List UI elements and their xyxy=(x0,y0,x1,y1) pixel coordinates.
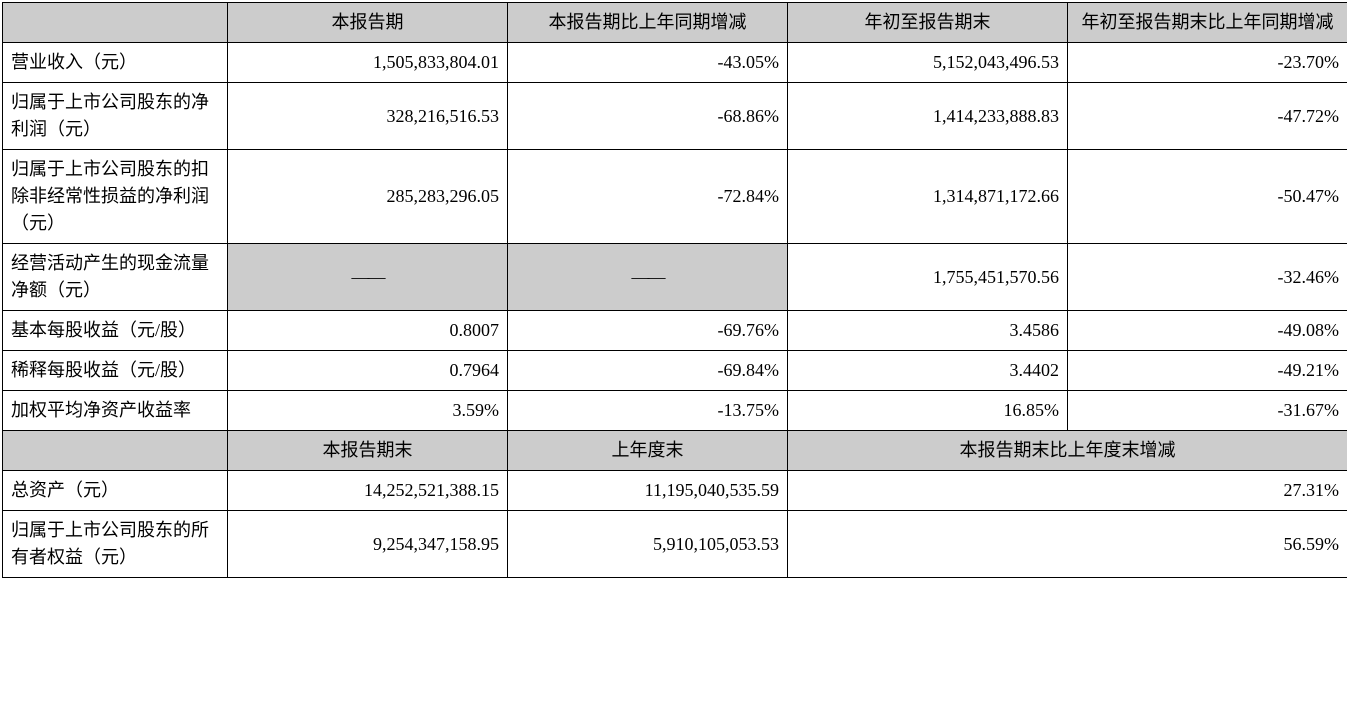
header-yoy-change: 本报告期比上年同期增减 xyxy=(508,3,788,43)
cell-value: 14,252,521,388.15 xyxy=(228,471,508,511)
row-label: 稀释每股收益（元/股） xyxy=(3,351,228,391)
cell-value: 11,195,040,535.59 xyxy=(508,471,788,511)
cell-value: -13.75% xyxy=(508,391,788,431)
cell-value: -49.21% xyxy=(1068,351,1347,391)
cell-value: 3.4402 xyxy=(788,351,1068,391)
cell-value: 5,152,043,496.53 xyxy=(788,43,1068,83)
cell-value: -49.08% xyxy=(1068,311,1347,351)
table-body: 本报告期 本报告期比上年同期增减 年初至报告期末 年初至报告期末比上年同期增减 … xyxy=(3,3,1347,578)
cell-blank-shaded: —— xyxy=(228,244,508,311)
cell-value: -72.84% xyxy=(508,150,788,244)
header-blank xyxy=(3,3,228,43)
header-ytd: 年初至报告期末 xyxy=(788,3,1068,43)
cell-value: 16.85% xyxy=(788,391,1068,431)
cell-value: 1,505,833,804.01 xyxy=(228,43,508,83)
header-blank xyxy=(3,431,228,471)
table-row: 总资产（元） 14,252,521,388.15 11,195,040,535.… xyxy=(3,471,1347,511)
cell-value: -68.86% xyxy=(508,83,788,150)
cell-value: 1,314,871,172.66 xyxy=(788,150,1068,244)
table-row: 归属于上市公司股东的扣除非经常性损益的净利润（元） 285,283,296.05… xyxy=(3,150,1347,244)
row-label: 归属于上市公司股东的所有者权益（元） xyxy=(3,511,228,578)
cell-value: 328,216,516.53 xyxy=(228,83,508,150)
cell-value: 0.8007 xyxy=(228,311,508,351)
financial-table: 本报告期 本报告期比上年同期增减 年初至报告期末 年初至报告期末比上年同期增减 … xyxy=(2,2,1347,578)
header-prev-year-end: 上年度末 xyxy=(508,431,788,471)
row-label: 归属于上市公司股东的净利润（元） xyxy=(3,83,228,150)
cell-value: 285,283,296.05 xyxy=(228,150,508,244)
cell-value: -43.05% xyxy=(508,43,788,83)
cell-value: 0.7964 xyxy=(228,351,508,391)
row-label: 加权平均净资产收益率 xyxy=(3,391,228,431)
cell-value: -32.46% xyxy=(1068,244,1347,311)
header-ytd-change: 年初至报告期末比上年同期增减 xyxy=(1068,3,1347,43)
table-row: 归属于上市公司股东的所有者权益（元） 9,254,347,158.95 5,91… xyxy=(3,511,1347,578)
cell-value: 1,755,451,570.56 xyxy=(788,244,1068,311)
cell-value: 5,910,105,053.53 xyxy=(508,511,788,578)
table-row: 加权平均净资产收益率 3.59% -13.75% 16.85% -31.67% xyxy=(3,391,1347,431)
cell-value: -69.76% xyxy=(508,311,788,351)
row-label: 经营活动产生的现金流量净额（元） xyxy=(3,244,228,311)
table-row: 营业收入（元） 1,505,833,804.01 -43.05% 5,152,0… xyxy=(3,43,1347,83)
table-row: 归属于上市公司股东的净利润（元） 328,216,516.53 -68.86% … xyxy=(3,83,1347,150)
header-row-bottom: 本报告期末 上年度末 本报告期末比上年度末增减 xyxy=(3,431,1347,471)
cell-blank-shaded: —— xyxy=(508,244,788,311)
cell-value: 3.4586 xyxy=(788,311,1068,351)
cell-value: 56.59% xyxy=(788,511,1347,578)
header-current-period: 本报告期 xyxy=(228,3,508,43)
cell-value: -69.84% xyxy=(508,351,788,391)
cell-value: -31.67% xyxy=(1068,391,1347,431)
row-label: 基本每股收益（元/股） xyxy=(3,311,228,351)
header-period-end: 本报告期末 xyxy=(228,431,508,471)
table-row: 经营活动产生的现金流量净额（元） —— —— 1,755,451,570.56 … xyxy=(3,244,1347,311)
cell-value: 9,254,347,158.95 xyxy=(228,511,508,578)
cell-value: 27.31% xyxy=(788,471,1347,511)
cell-value: -47.72% xyxy=(1068,83,1347,150)
cell-value: 1,414,233,888.83 xyxy=(788,83,1068,150)
row-label: 营业收入（元） xyxy=(3,43,228,83)
header-period-vs-prev: 本报告期末比上年度末增减 xyxy=(788,431,1347,471)
cell-value: -50.47% xyxy=(1068,150,1347,244)
row-label: 归属于上市公司股东的扣除非经常性损益的净利润（元） xyxy=(3,150,228,244)
row-label: 总资产（元） xyxy=(3,471,228,511)
table-row: 稀释每股收益（元/股） 0.7964 -69.84% 3.4402 -49.21… xyxy=(3,351,1347,391)
cell-value: 3.59% xyxy=(228,391,508,431)
table-row: 基本每股收益（元/股） 0.8007 -69.76% 3.4586 -49.08… xyxy=(3,311,1347,351)
header-row-top: 本报告期 本报告期比上年同期增减 年初至报告期末 年初至报告期末比上年同期增减 xyxy=(3,3,1347,43)
cell-value: -23.70% xyxy=(1068,43,1347,83)
